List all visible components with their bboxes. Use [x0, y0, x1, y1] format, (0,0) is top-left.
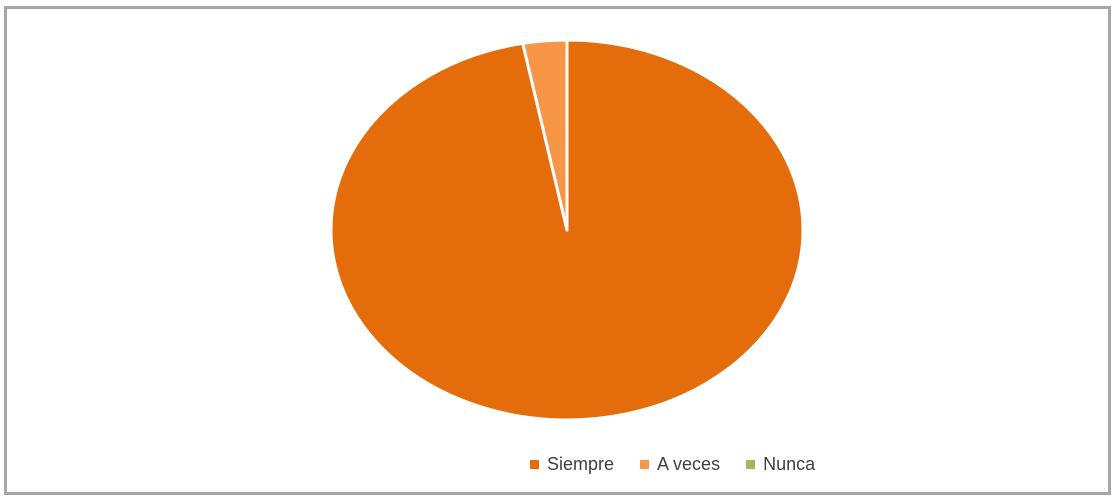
- legend-label-a-veces: A veces: [657, 454, 721, 474]
- legend-swatch-nunca: [746, 460, 756, 469]
- legend-swatch-siempre: [530, 460, 539, 469]
- legend-item-nunca: Nunca: [746, 454, 815, 475]
- chart-legend: Siempre A veces Nunca: [530, 454, 841, 475]
- legend-label-siempre: Siempre: [547, 454, 615, 474]
- legend-item-a-veces: A veces: [640, 454, 720, 475]
- legend-swatch-a-veces: [640, 460, 650, 469]
- pie-slice-a-veces: [521, 38, 569, 232]
- legend-item-siempre: Siempre: [530, 454, 614, 475]
- legend-label-nunca: Nunca: [763, 454, 816, 474]
